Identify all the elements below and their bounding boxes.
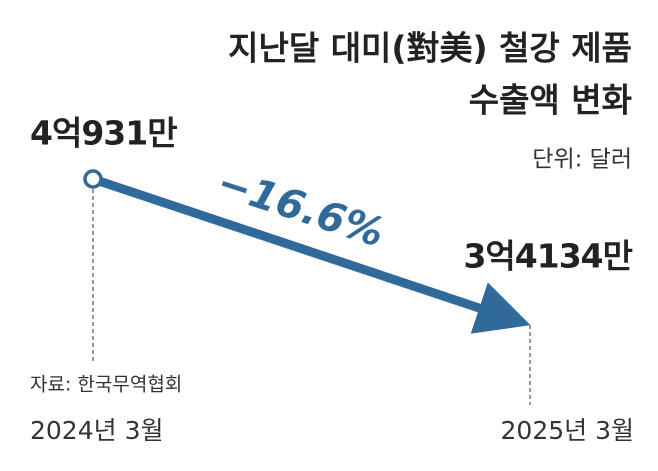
chart-title: 지난달 대미(對美) 철강 제품 [228, 29, 632, 68]
chart-title: 수출액 변화 [469, 81, 632, 120]
point-marker [83, 169, 103, 189]
unit-label: 단위: 달러 [532, 147, 632, 173]
x-tick-label: 2025년 3월 [501, 416, 634, 445]
x-tick-label: 2024년 3월 [30, 416, 163, 445]
trend-arrow [91, 174, 531, 334]
source: 자료: 한국무역협회 [30, 374, 182, 396]
value-label: 3억4134만 [463, 237, 632, 276]
change-annotation: −16.6% [212, 160, 390, 257]
value-label: 4억931만 [30, 114, 177, 153]
